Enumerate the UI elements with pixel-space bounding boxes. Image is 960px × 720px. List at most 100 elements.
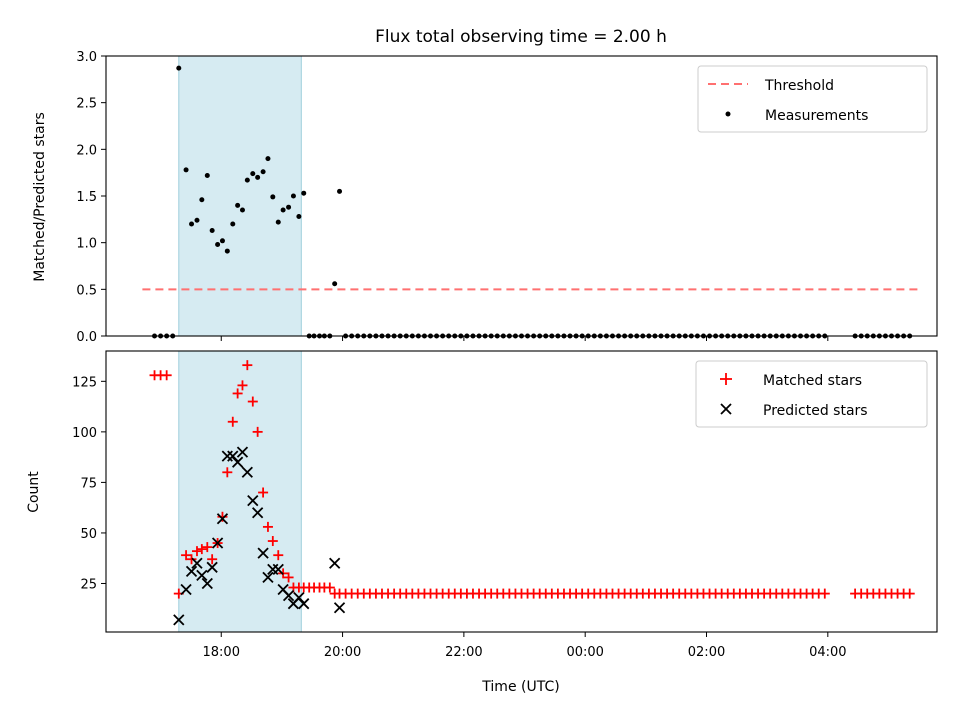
measurement-point	[286, 204, 292, 210]
bottom-y-tick-label: 25	[80, 577, 97, 592]
predicted-star-point	[241, 466, 253, 478]
matched-star-point	[222, 467, 233, 478]
measurement-point	[189, 221, 195, 227]
legend-threshold-label: Threshold	[764, 78, 834, 94]
matched-star-point	[196, 544, 207, 555]
top-axes-frame	[105, 55, 938, 337]
predicted-star-point	[201, 577, 213, 590]
bottom-y-tick-label: 100	[72, 426, 97, 441]
predicted-star-point	[262, 571, 274, 584]
top-shaded-span	[178, 55, 302, 337]
measurement-point	[219, 238, 225, 244]
top-legend: Threshold Measurements	[697, 65, 928, 133]
predicted-star-point	[191, 557, 203, 569]
x-tick-label: 18:00	[203, 645, 240, 660]
measurement-point	[199, 197, 205, 203]
predicted-star-point	[173, 614, 185, 626]
matched-star-point	[186, 554, 197, 565]
top-y-tick-label: 1.0	[76, 237, 97, 252]
top-x-ticks	[220, 336, 829, 341]
bottom-axes-frame	[105, 350, 938, 633]
measurement-point	[260, 169, 266, 175]
measurement-point	[290, 193, 296, 199]
matched-star-point	[237, 380, 248, 391]
top-y-tick-label: 2.0	[76, 143, 97, 158]
x-axis-label: Time (UTC)	[481, 679, 559, 695]
measurement-point	[224, 248, 230, 254]
bottom-legend: Matched stars Predicted stars	[695, 360, 928, 428]
measurement-point	[270, 194, 276, 200]
matched-star-point	[161, 370, 172, 381]
matched-stars-points	[149, 360, 915, 599]
matched-star-point	[227, 416, 238, 427]
measurement-point	[301, 190, 307, 196]
predicted-star-point	[257, 547, 269, 559]
measurements-legend-swatch	[725, 111, 731, 117]
x-tick-label: 00:00	[566, 645, 603, 660]
top-legend-box	[697, 65, 928, 133]
measurement-point	[250, 171, 256, 177]
matched-star-point	[904, 588, 915, 599]
bottom-legend-box	[695, 360, 928, 428]
predicted-star-point	[282, 589, 295, 602]
matched-star-point	[273, 550, 284, 561]
predicted-star-point	[333, 602, 346, 614]
predicted-star-point	[298, 598, 310, 610]
measurement-point	[209, 228, 215, 234]
bottom-y-tick-label: 75	[80, 476, 97, 491]
bottom-panel: 25 50 75 100 125 18:00 20:00 22:00 00:00 02:00 04…	[26, 350, 938, 695]
legend-predicted-label: Predicted stars	[763, 403, 868, 419]
bottom-y-axis-label: Count	[26, 471, 42, 513]
matched-star-point	[191, 546, 202, 557]
measurement-point	[183, 167, 189, 173]
x-tick-label: 04:00	[809, 645, 846, 660]
measurement-point	[337, 188, 343, 194]
matched-star-point	[267, 536, 278, 547]
predicted-star-point	[211, 537, 224, 549]
predicted-star-point	[180, 583, 192, 596]
measurement-point	[239, 207, 245, 213]
matched-legend-swatch	[720, 373, 732, 385]
matched-star-point	[207, 554, 218, 565]
top-y-tick-label: 3.0	[76, 50, 97, 65]
measurement-point	[275, 219, 281, 225]
bottom-y-tick-label: 50	[80, 527, 97, 542]
predicted-star-point	[247, 494, 259, 507]
bottom-y-tick-label: 125	[72, 375, 97, 390]
measurement-point	[230, 221, 236, 227]
matched-star-point	[181, 550, 192, 561]
measurement-point	[204, 172, 210, 178]
measurement-point	[194, 217, 200, 223]
top-panel: 0.0 0.5 1.0 1.5 2.0 2.5 3.0 Flux total observi…	[32, 27, 938, 345]
predicted-star-point	[206, 561, 218, 573]
predicted-star-point	[329, 557, 341, 569]
predicted-star-point	[252, 507, 264, 519]
top-y-tick-label: 1.5	[76, 190, 97, 205]
measurement-point	[244, 177, 250, 183]
legend-measurements-label: Measurements	[765, 108, 868, 124]
predicted-star-point	[216, 513, 229, 525]
matched-star-point	[283, 572, 294, 583]
measurement-point	[296, 214, 302, 220]
x-tick-label: 22:00	[445, 645, 482, 660]
top-y-tick-label: 2.5	[76, 97, 97, 112]
matched-star-point	[252, 426, 263, 437]
measurement-point	[255, 174, 261, 180]
predicted-stars-points	[173, 446, 346, 626]
matched-star-point	[324, 582, 335, 593]
top-y-axis-label: Matched/Predicted stars	[32, 112, 48, 282]
top-y-ticks: 0.0 0.5 1.0 1.5 2.0 2.5 3.0	[76, 50, 106, 345]
bottom-y-ticks: 25 50 75 100 125	[72, 375, 106, 592]
predicted-star-point	[236, 446, 249, 458]
top-y-tick-label: 0.5	[76, 283, 97, 298]
bottom-x-ticks: 18:00 20:00 22:00 00:00 02:00 04:00	[203, 632, 847, 660]
matched-star-point	[232, 388, 243, 399]
matched-star-point	[217, 511, 228, 522]
measurement-point	[235, 202, 241, 208]
measurement-point	[280, 207, 286, 213]
predicted-star-point	[185, 565, 198, 577]
top-y-tick-label: 0.0	[76, 330, 97, 345]
matched-star-point	[258, 487, 269, 498]
matched-star-point	[262, 521, 273, 532]
